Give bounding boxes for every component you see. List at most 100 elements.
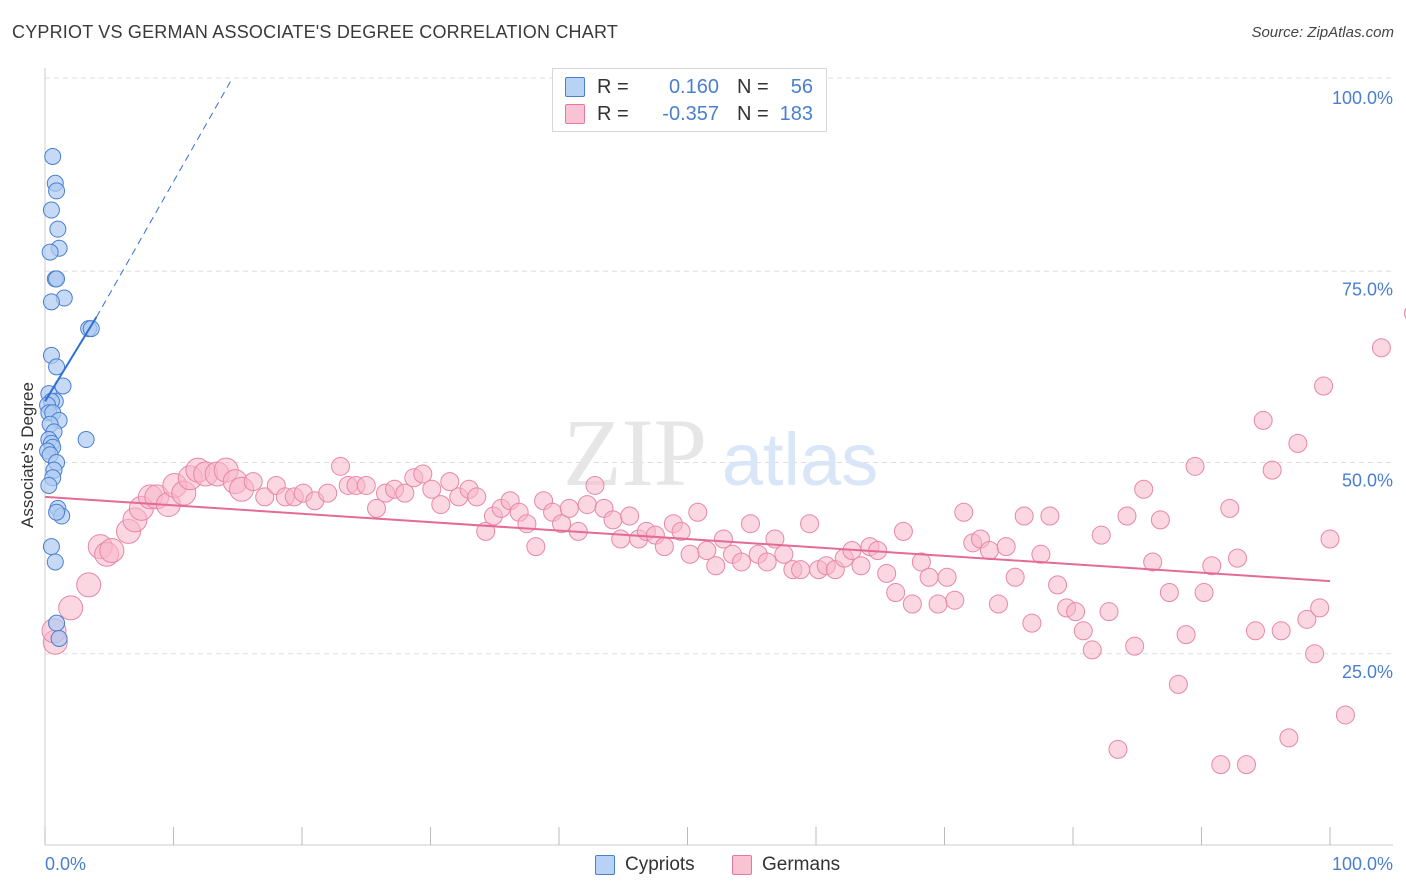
germans-point (1040, 506, 1060, 526)
germans-point (1236, 755, 1256, 775)
watermark-zip: ZIP (563, 399, 707, 506)
germans-point (603, 510, 623, 530)
germans-point (1117, 506, 1137, 526)
cypriots-r-value: 0.160 (668, 75, 719, 98)
cypriots-point (48, 358, 66, 376)
germans-point (791, 560, 811, 580)
germans-point (1099, 602, 1119, 622)
x-tick-label-min: 0.0% (45, 854, 86, 874)
germans-point (58, 595, 84, 621)
germans-point (919, 567, 939, 587)
r-label: R = (597, 75, 629, 98)
germans-point (1048, 575, 1068, 595)
germans-point (697, 540, 717, 560)
y-tick-label: 75.0% (1342, 279, 1393, 299)
germans-point (1320, 529, 1340, 549)
germans-point (517, 514, 537, 534)
cypriots-point (46, 553, 64, 571)
germans-point (1082, 640, 1102, 660)
germans-point (1271, 621, 1291, 641)
cypriots-trend-line (44, 316, 98, 402)
germans-point (367, 498, 387, 518)
germans-point (413, 464, 433, 484)
cypriots-point (48, 503, 66, 521)
germans-point (1194, 583, 1214, 603)
germans-point (1073, 621, 1093, 641)
y-tick-label: 25.0% (1342, 662, 1393, 682)
germans-point (928, 594, 948, 614)
germans-point (1108, 739, 1128, 759)
germans-point (1262, 460, 1282, 480)
r-label: R = (597, 102, 629, 125)
cypriots-point (48, 270, 66, 288)
germans-point (1022, 613, 1042, 633)
germans-point (800, 514, 820, 534)
germans-point (526, 537, 546, 557)
germans-point (1335, 705, 1355, 725)
germans-swatch (565, 104, 585, 124)
y-tick-label: 100.0% (1332, 88, 1393, 108)
germans-trend-line (44, 495, 1331, 583)
germans-point (440, 472, 460, 492)
germans-point (559, 498, 579, 518)
cypriots-point (42, 538, 60, 556)
germans-point (1220, 498, 1240, 518)
germans-point (886, 583, 906, 603)
y-tick-label: 50.0% (1342, 471, 1393, 491)
germans-point (937, 567, 957, 587)
germans-point (1245, 621, 1265, 641)
x-tick-label-max: 100.0% (1332, 854, 1393, 874)
germans-point (1310, 598, 1330, 618)
cypriots-point (42, 293, 60, 311)
germans-point (1211, 755, 1231, 775)
germans-point (954, 502, 974, 522)
y-axis-label: Associate's Degree (18, 382, 37, 528)
germans-point (1168, 674, 1188, 694)
germans-point (1005, 567, 1025, 587)
germans-point (1091, 525, 1111, 545)
n-label: N = (737, 102, 769, 125)
germans-r-value: -0.357 (662, 102, 719, 125)
germans-point (1253, 410, 1273, 430)
cypriots-legend-swatch (595, 855, 615, 875)
germans-point (422, 479, 442, 499)
germans-n-value: 183 (779, 102, 813, 125)
germans-point (893, 521, 913, 541)
germans-point (1014, 506, 1034, 526)
germans-point (731, 552, 751, 572)
cypriots-point (44, 148, 62, 165)
germans-point (1305, 644, 1325, 664)
cypriots-point (48, 614, 66, 632)
germans-point (620, 506, 640, 526)
germans-point (979, 540, 999, 560)
germans-point (552, 514, 572, 534)
germans-point (1125, 636, 1145, 656)
germans-point (757, 552, 777, 572)
germans-point (671, 521, 691, 541)
source-credit: Source: ZipAtlas.com (1251, 24, 1394, 41)
germans-point (1202, 556, 1222, 576)
germans-point (76, 572, 102, 598)
germans-point (577, 495, 597, 515)
chart-title: CYPRIOT VS GERMAN ASSOCIATE'S DEGREE COR… (12, 22, 619, 42)
germans-point (877, 563, 897, 583)
germans-point (988, 594, 1008, 614)
germans-point (1185, 456, 1205, 476)
n-label: N = (737, 75, 769, 98)
germans-point (680, 544, 700, 564)
watermark-atlas: atlas (722, 418, 878, 501)
germans-point (851, 556, 871, 576)
germans-point (1371, 338, 1391, 358)
germans-point (1143, 552, 1163, 572)
germans-point (99, 537, 125, 563)
germans-point (1066, 602, 1086, 622)
germans-point (945, 590, 965, 610)
germans-point (331, 456, 351, 476)
germans-point (1150, 510, 1170, 530)
germans-point (1297, 609, 1317, 629)
germans-point (996, 537, 1016, 557)
germans-point (243, 472, 263, 492)
germans-point (1279, 728, 1299, 748)
germans-point (1314, 376, 1334, 396)
germans-legend-swatch (732, 855, 752, 875)
